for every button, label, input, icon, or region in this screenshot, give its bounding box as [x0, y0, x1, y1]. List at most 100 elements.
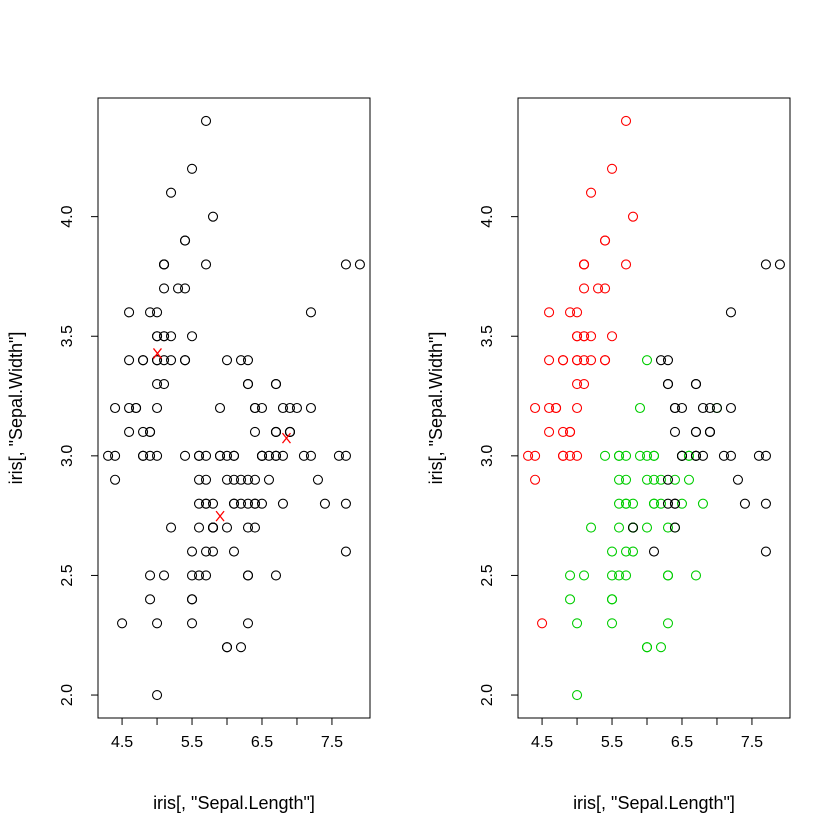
- data-point: [613, 522, 625, 533]
- data-point: [571, 450, 583, 461]
- data-point: [186, 331, 198, 342]
- data-point: [662, 379, 674, 390]
- x-tick-label: 6.5: [671, 734, 693, 751]
- x-tick-label: 6.5: [251, 734, 273, 751]
- y-tick-label: 3.0: [479, 445, 496, 467]
- centroid-marker: [281, 432, 291, 444]
- data-point: [200, 498, 212, 509]
- data-point: [235, 474, 247, 485]
- data-point: [158, 259, 170, 270]
- data-point: [158, 355, 170, 366]
- data-point: [599, 355, 611, 366]
- data-point: [578, 355, 590, 366]
- data-point: [558, 450, 569, 461]
- data-point: [655, 642, 667, 653]
- data-point: [138, 426, 149, 437]
- data-point: [571, 618, 583, 629]
- data-point: [578, 379, 590, 390]
- data-point: [739, 498, 750, 509]
- data-point: [620, 474, 632, 485]
- data-point: [151, 618, 163, 629]
- data-point: [242, 570, 254, 581]
- data-point: [690, 450, 702, 461]
- data-point: [354, 259, 365, 270]
- data-point: [256, 402, 268, 414]
- data-point: [207, 522, 219, 533]
- data-point: [641, 522, 653, 533]
- data-point: [277, 450, 289, 461]
- data-point: [753, 450, 764, 461]
- data-point: [669, 402, 681, 414]
- data-point: [578, 331, 590, 342]
- data-point: [585, 522, 597, 533]
- y-axis: 2.0 2.5 3.0 3.5 4.0: [59, 205, 99, 706]
- x-tick-label: 7.5: [741, 734, 763, 751]
- data-point: [530, 450, 541, 461]
- data-point: [207, 211, 219, 222]
- data-point: [697, 450, 709, 461]
- data-point: [221, 522, 233, 533]
- data-point: [578, 283, 590, 294]
- data-point: [193, 498, 205, 509]
- centroid-marker: [152, 348, 162, 359]
- data-point: [165, 331, 177, 342]
- data-point: [200, 546, 212, 557]
- data-point: [620, 570, 632, 581]
- data-point: [186, 570, 198, 581]
- data-point: [256, 450, 268, 461]
- data-point: [655, 355, 667, 366]
- data-point: [585, 355, 597, 366]
- data-point: [578, 259, 590, 270]
- data-point: [158, 570, 170, 581]
- data-point: [298, 450, 310, 461]
- data-point: [578, 570, 590, 581]
- y-tick-label: 3.0: [59, 445, 76, 467]
- data-point: [165, 522, 177, 533]
- data-point: [235, 355, 247, 366]
- data-point: [207, 498, 219, 509]
- data-point: [131, 402, 142, 414]
- data-point: [144, 450, 156, 461]
- data-point: [193, 474, 205, 485]
- data-point: [613, 570, 625, 581]
- data-point: [760, 259, 771, 270]
- data-point: [627, 546, 639, 557]
- centroid-marker: [215, 510, 225, 522]
- data-point: [138, 450, 149, 461]
- data-point: [620, 546, 632, 557]
- data-point: [620, 115, 632, 127]
- data-point: [228, 546, 240, 557]
- x-tick-label: 5.5: [601, 734, 623, 751]
- data-point: [655, 498, 667, 509]
- data-point: [704, 402, 716, 414]
- data-point: [606, 570, 618, 581]
- data-point: [242, 498, 254, 509]
- data-point: [200, 450, 212, 461]
- data-point: [599, 235, 611, 246]
- data-point: [221, 642, 233, 653]
- data-point: [725, 307, 737, 318]
- data-point: [124, 426, 135, 437]
- data-point: [305, 450, 317, 461]
- data-point: [221, 474, 233, 485]
- data-point: [249, 498, 261, 509]
- data-point: [634, 450, 646, 461]
- data-point: [179, 283, 191, 294]
- data-point: [124, 355, 135, 366]
- data-point: [648, 546, 660, 557]
- scatter-panel-right: 4.5 5.5 6.5 7.5 2.0 2.5 3.0 3.5 4.0 iris[, "Sep…: [426, 97, 791, 813]
- data-point: [641, 642, 653, 653]
- data-point: [249, 402, 261, 414]
- data-point: [558, 355, 569, 366]
- data-point: [683, 450, 695, 461]
- data-point: [544, 402, 555, 414]
- data-point: [249, 474, 261, 485]
- data-point: [158, 283, 170, 294]
- data-point: [662, 355, 674, 366]
- x-axis: 4.5 5.5 6.5 7.5: [531, 717, 763, 751]
- data-point: [627, 211, 639, 222]
- data-point: [544, 307, 555, 318]
- x-tick-label: 5.5: [181, 734, 203, 751]
- data-point: [249, 426, 261, 437]
